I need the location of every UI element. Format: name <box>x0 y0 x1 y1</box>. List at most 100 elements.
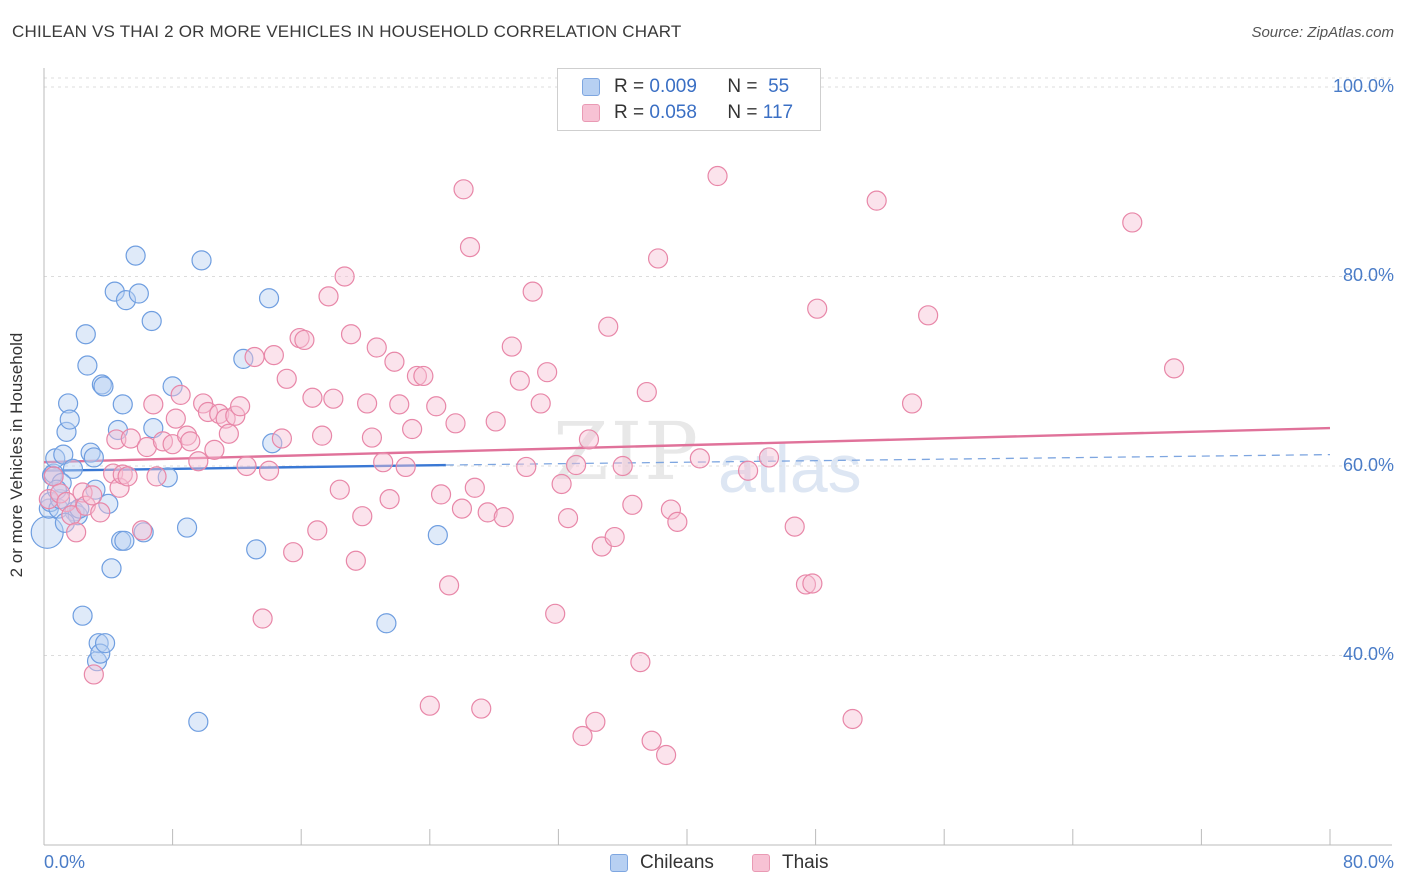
data-point-chileans <box>93 376 114 397</box>
data-point-thais <box>522 281 543 302</box>
data-point-thais <box>406 365 428 387</box>
legend-n-label: N = <box>727 76 758 97</box>
legend-n-label: N = <box>727 102 758 123</box>
data-point-thais <box>707 165 728 187</box>
data-point-thais <box>545 603 566 624</box>
data-point-thais <box>143 394 164 415</box>
data-point-thais <box>795 574 817 595</box>
data-point-thais <box>307 520 328 541</box>
data-point-thais <box>459 236 481 258</box>
data-point-chileans <box>62 458 84 479</box>
data-point-thais <box>357 393 378 414</box>
data-point-thais <box>477 502 498 523</box>
data-point-chileans <box>94 633 116 654</box>
data-point-thais <box>1163 358 1185 379</box>
data-point-thais <box>630 652 651 673</box>
data-point-thais <box>83 664 104 685</box>
bottom-legend-chileans: Chileans <box>610 852 714 874</box>
data-point-chileans <box>157 467 178 488</box>
data-point-chileans <box>128 283 149 304</box>
data-point-thais <box>165 408 186 429</box>
data-point-thais <box>413 365 434 387</box>
data-point-thais <box>493 507 514 528</box>
data-points <box>30 165 1185 766</box>
data-point-thais <box>146 466 167 487</box>
data-point-thais <box>180 431 201 452</box>
data-point-thais <box>451 498 473 519</box>
data-point-chileans <box>58 393 79 414</box>
data-point-thais <box>647 248 669 269</box>
data-point-thais <box>90 502 111 523</box>
data-point-thais <box>471 698 492 719</box>
data-point-thais <box>366 337 387 358</box>
data-point-thais <box>419 695 440 716</box>
data-point-thais <box>485 411 506 432</box>
data-point-thais <box>918 305 939 326</box>
data-point-chileans <box>53 444 74 465</box>
legend-r-label: R = <box>614 76 645 97</box>
data-point-thais <box>384 351 405 372</box>
data-point-chileans <box>141 310 162 332</box>
data-point-chileans <box>376 613 397 634</box>
data-point-thais <box>737 460 759 481</box>
data-point-chileans <box>427 525 448 546</box>
data-point-thais <box>438 575 460 596</box>
data-point-thais <box>352 506 373 527</box>
data-point-thais <box>430 484 452 505</box>
data-point-chileans <box>188 711 209 732</box>
data-point-thais <box>329 479 350 500</box>
data-point-thais <box>258 460 280 481</box>
legend-n-value: 117 <box>762 102 794 123</box>
data-point-thais <box>402 418 423 440</box>
data-point-chileans <box>98 493 119 514</box>
data-point-thais <box>136 436 157 458</box>
data-point-thais <box>426 396 447 417</box>
data-point-thais <box>56 491 77 513</box>
bottom-legend-swatch-chileans <box>610 854 628 872</box>
data-point-chileans <box>125 245 146 266</box>
data-point-thais <box>361 427 383 448</box>
data-point-thais <box>334 266 355 287</box>
data-point-thais <box>656 744 677 766</box>
data-point-chileans <box>56 421 77 442</box>
data-point-thais <box>530 393 551 414</box>
bottom-legend-label-chileans: Chileans <box>640 852 714 873</box>
x-tick-min: 0.0% <box>44 852 86 872</box>
data-point-thais <box>43 466 64 487</box>
data-point-thais <box>318 286 339 307</box>
data-point-chileans <box>115 290 137 311</box>
data-point-thais <box>218 423 239 444</box>
data-point-thais <box>379 489 400 510</box>
data-point-thais <box>453 179 474 200</box>
legend-r-value: 0.058 <box>649 102 697 123</box>
data-point-thais <box>660 499 682 520</box>
y-tick-label: 100.0% <box>1332 75 1394 96</box>
data-point-thais <box>82 485 103 506</box>
data-point-chileans <box>258 288 280 309</box>
data-point-chileans <box>85 479 106 500</box>
data-point-thais <box>204 439 225 460</box>
data-point-thais <box>807 298 828 319</box>
legend-swatch-chileans <box>582 78 600 96</box>
data-point-thais <box>667 511 688 532</box>
data-point-thais <box>276 368 297 389</box>
data-point-thais <box>236 455 257 477</box>
data-point-chileans <box>262 433 283 454</box>
data-point-thais <box>117 466 138 487</box>
data-point-thais <box>565 454 587 476</box>
data-point-thais <box>445 413 466 434</box>
data-point-thais <box>784 516 805 537</box>
data-point-chileans <box>59 409 80 430</box>
data-point-chileans <box>75 324 96 345</box>
data-point-chileans <box>104 281 125 302</box>
data-point-thais <box>395 456 416 478</box>
data-point-chileans <box>101 558 122 579</box>
data-point-thais <box>598 316 619 337</box>
data-point-chileans <box>72 605 93 626</box>
y-tick-label: 80.0% <box>1342 265 1394 286</box>
trend-lines <box>43 426 1331 472</box>
data-point-thais <box>866 190 887 211</box>
data-point-thais <box>509 370 530 391</box>
data-point-thais <box>604 526 625 548</box>
data-point-chileans <box>162 376 183 397</box>
